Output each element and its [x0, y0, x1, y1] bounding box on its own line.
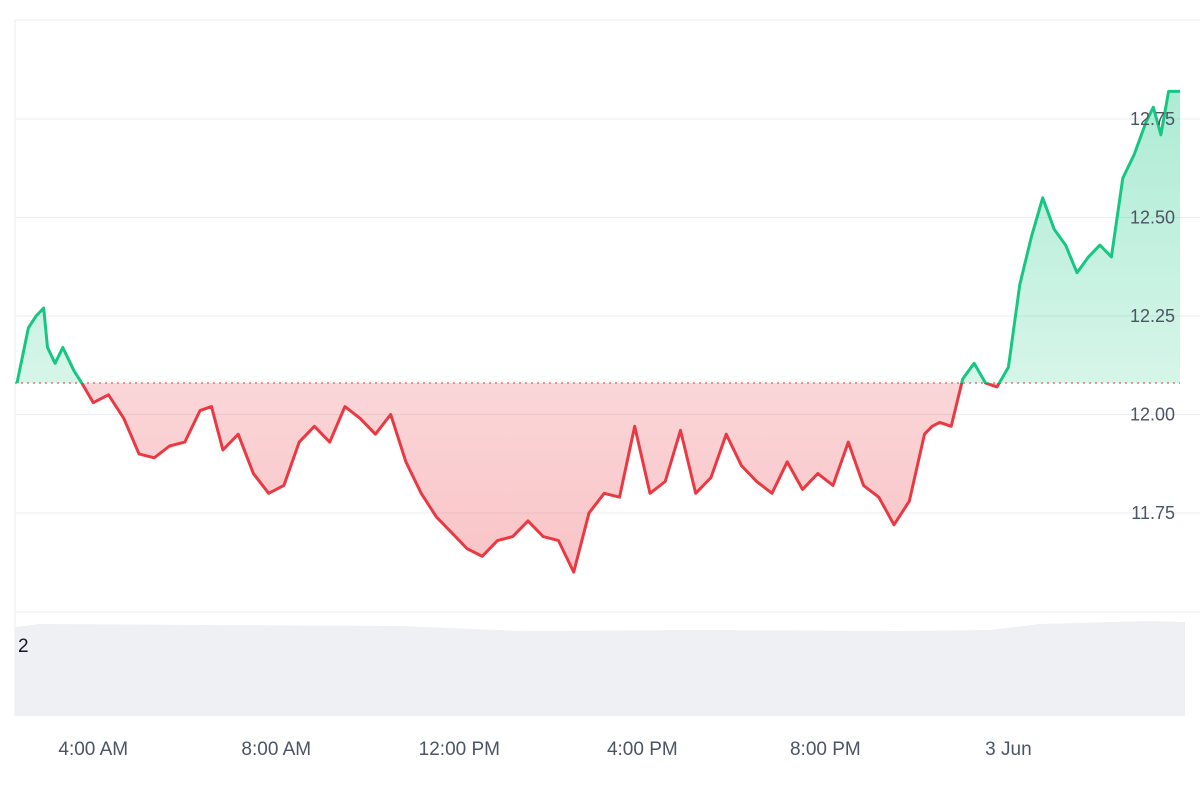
area-fills — [17, 91, 1180, 573]
area-fill-above-baseline — [17, 91, 1180, 383]
y-tick-label: 12.25 — [1130, 306, 1175, 326]
x-axis-ticks: 4:00 AM 8:00 AM 12:00 PM 4:00 PM 8:00 PM 3 Ju… — [58, 739, 1031, 760]
volume-panel — [15, 621, 1185, 716]
price-lines — [15, 89, 1180, 574]
y-tick-label: 12.50 — [1130, 208, 1175, 228]
y-tick-label: 11.75 — [1131, 503, 1175, 523]
volume-area — [15, 621, 1185, 716]
x-tick-label: 8:00 PM — [790, 739, 861, 760]
y-tick-label: 12.75 — [1130, 109, 1175, 129]
x-tick-label: 8:00 AM — [241, 739, 311, 760]
volume-axis-label: 2 — [18, 636, 29, 657]
x-tick-label: 4:00 PM — [607, 739, 678, 760]
x-tick-label: 4:00 AM — [58, 739, 128, 760]
y-tick-label: 12.00 — [1130, 405, 1175, 425]
x-tick-label: 3 Jun — [985, 739, 1031, 760]
price-line-down — [16, 382, 1002, 574]
x-tick-label: 12:00 PM — [419, 739, 500, 760]
y-axis-ticks: 12.75 12.50 12.25 12.00 11.75 — [1130, 109, 1175, 523]
area-fill-below-baseline — [17, 382, 1180, 573]
price-line-up — [15, 89, 1180, 383]
